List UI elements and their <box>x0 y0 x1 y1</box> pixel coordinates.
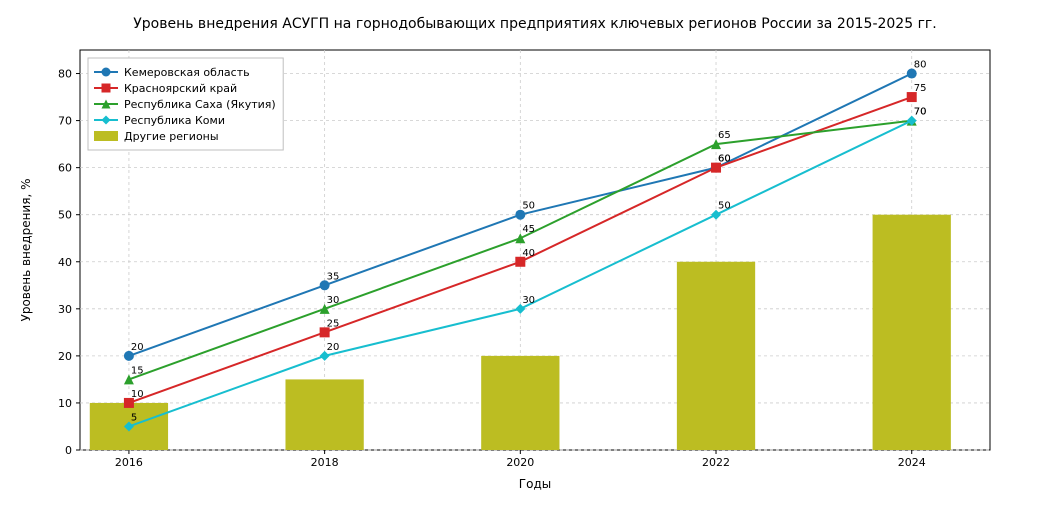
data-label: 65 <box>718 130 731 141</box>
data-label: 20 <box>327 342 340 353</box>
data-label: 30 <box>327 295 340 306</box>
data-label: 80 <box>914 60 927 71</box>
data-label: 50 <box>718 201 731 212</box>
data-label: 15 <box>131 365 144 376</box>
marker <box>102 84 111 93</box>
data-label: 25 <box>327 318 340 329</box>
data-label: 35 <box>327 271 340 282</box>
ytick-label: 20 <box>58 350 72 363</box>
ytick-label: 0 <box>65 444 72 457</box>
legend-label: Республика Коми <box>124 114 225 127</box>
legend-label: Кемеровская область <box>124 66 250 79</box>
ytick-label: 80 <box>58 68 72 81</box>
ytick-label: 10 <box>58 397 72 410</box>
marker <box>102 68 111 77</box>
ytick-label: 30 <box>58 303 72 316</box>
chart-container: Уровень внедрения АСУГП на горнодобывающ… <box>0 0 1040 508</box>
ytick-label: 40 <box>58 256 72 269</box>
legend-label: Другие регионы <box>124 130 219 143</box>
legend-label: Красноярский край <box>124 82 237 95</box>
data-label: 40 <box>522 248 535 259</box>
ytick-label: 60 <box>58 162 72 175</box>
xtick-label: 2018 <box>311 456 339 469</box>
data-label: 5 <box>131 412 137 423</box>
data-label: 60 <box>718 154 731 165</box>
xtick-label: 2016 <box>115 456 143 469</box>
bar <box>285 379 363 450</box>
data-label: 30 <box>522 295 535 306</box>
data-label: 50 <box>522 201 535 212</box>
xtick-label: 2024 <box>898 456 926 469</box>
data-label: 70 <box>914 107 927 118</box>
data-label: 75 <box>914 83 927 94</box>
data-label: 10 <box>131 389 144 400</box>
xtick-label: 2020 <box>506 456 534 469</box>
chart-title: Уровень внедрения АСУГП на горнодобывающ… <box>133 16 937 32</box>
bar <box>873 215 951 450</box>
bar <box>677 262 755 450</box>
y-axis-label: Уровень внедрения, % <box>19 179 33 322</box>
x-axis-label: Годы <box>519 477 551 491</box>
data-label: 45 <box>522 224 535 235</box>
data-label: 20 <box>131 342 144 353</box>
bar <box>481 356 559 450</box>
legend-label: Республика Саха (Якутия) <box>124 98 276 111</box>
ytick-label: 70 <box>58 115 72 128</box>
ytick-label: 50 <box>58 209 72 222</box>
legend-swatch <box>94 131 118 141</box>
chart-svg: Уровень внедрения АСУГП на горнодобывающ… <box>0 0 1040 508</box>
xtick-label: 2022 <box>702 456 730 469</box>
